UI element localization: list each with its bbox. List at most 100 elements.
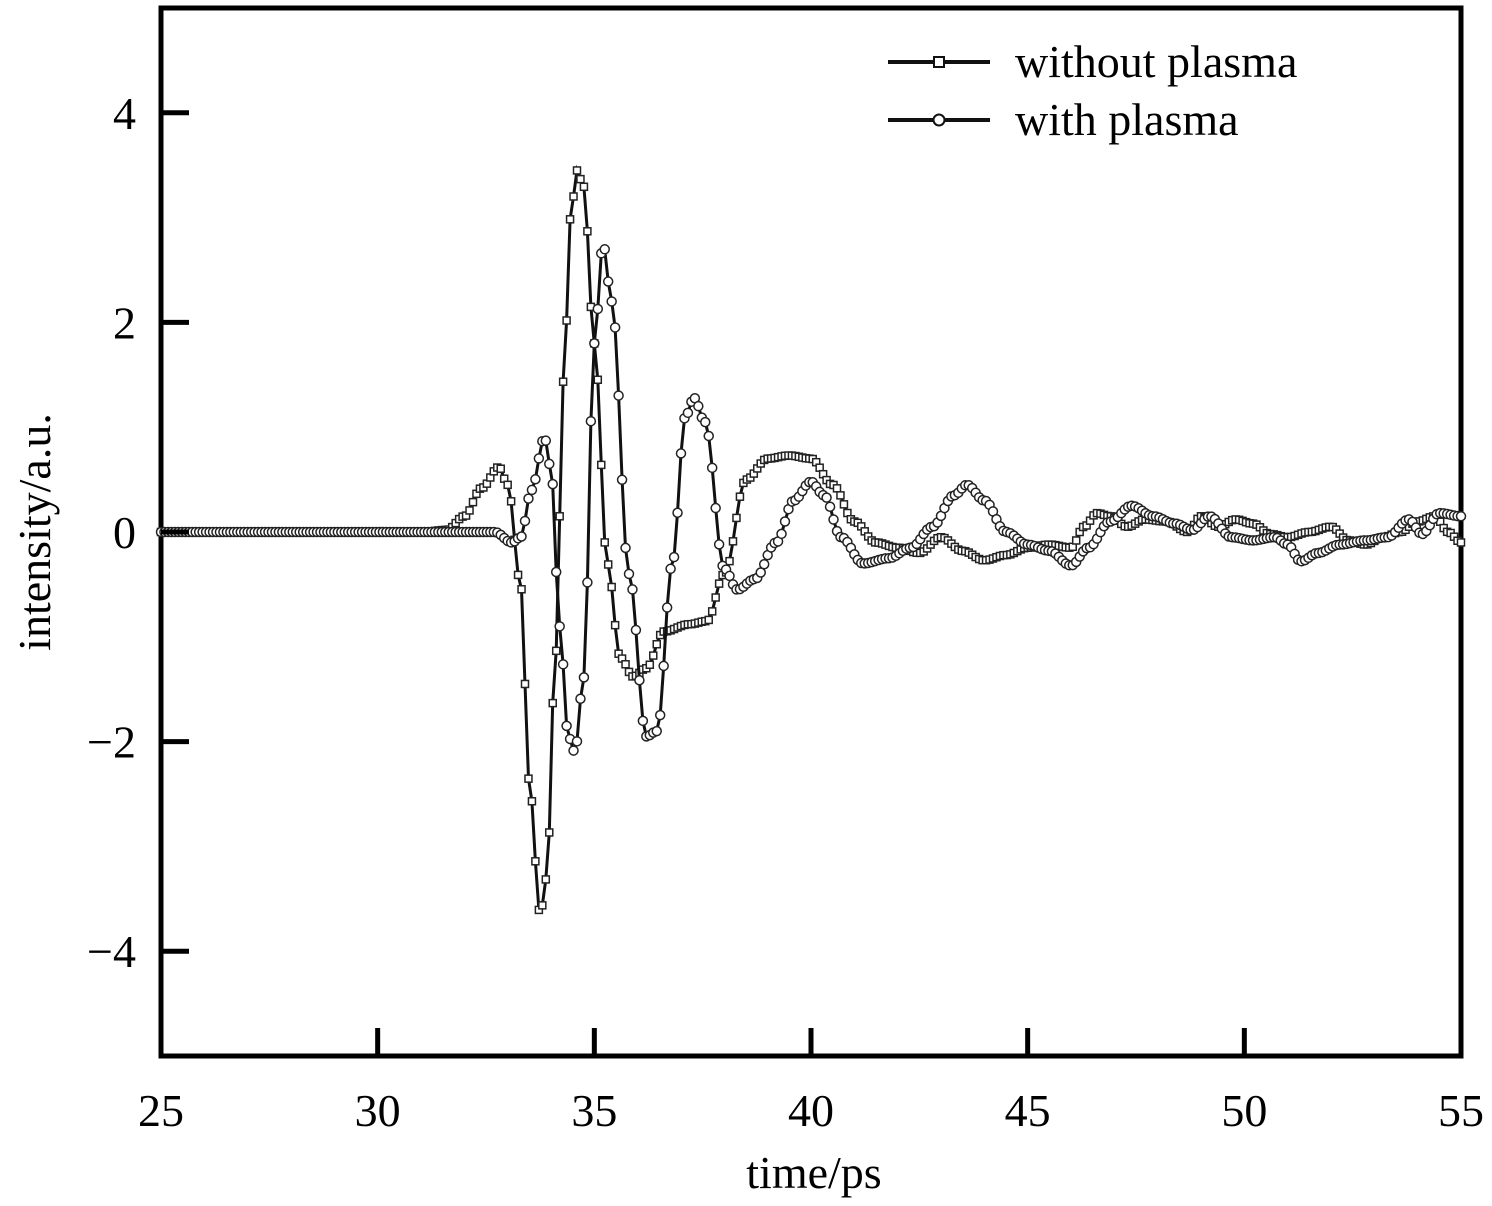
data-point <box>665 563 676 575</box>
data-point <box>693 400 704 412</box>
data-point <box>557 659 569 670</box>
data-point <box>578 672 590 683</box>
x-tick-label: 30 <box>355 1085 401 1136</box>
data-point <box>725 556 734 566</box>
data-point <box>672 507 683 518</box>
data-point <box>710 502 721 514</box>
y-tick-label: −2 <box>87 717 136 768</box>
data-point <box>600 538 609 547</box>
data-point <box>576 174 585 184</box>
data-point <box>565 215 575 224</box>
data-point <box>503 480 512 490</box>
data-point <box>513 570 523 580</box>
data-point <box>526 484 538 496</box>
y-axis-label: intensity/a.u. <box>9 413 60 651</box>
data-point <box>1456 538 1466 547</box>
data-point <box>519 515 531 527</box>
data-point <box>735 492 745 501</box>
data-point <box>700 416 711 428</box>
data-point <box>1455 511 1467 522</box>
data-point <box>668 551 680 563</box>
data-point <box>516 531 527 542</box>
x-tick-label: 35 <box>571 1085 617 1136</box>
data-point <box>706 462 718 474</box>
data-point <box>571 736 583 747</box>
tick-layer: 25 30 35 40 45 50 55 4 2 0 −2 −4 <box>87 88 1484 1136</box>
x-tick-label: 40 <box>788 1085 834 1136</box>
legend-label: with plasma <box>1015 94 1239 145</box>
data-point <box>610 620 620 630</box>
data-point <box>530 474 541 485</box>
data-point <box>630 624 642 636</box>
data-point <box>607 582 616 592</box>
data-point <box>651 725 662 737</box>
data-point <box>572 166 582 175</box>
data-point <box>821 492 832 503</box>
data-point <box>585 415 597 427</box>
data-point <box>839 500 849 509</box>
data-point <box>547 478 558 490</box>
data-point <box>523 493 534 504</box>
data-point <box>517 585 526 594</box>
data-point <box>551 646 561 656</box>
data-point <box>776 528 787 540</box>
data-point <box>541 875 551 884</box>
data-point <box>531 857 540 866</box>
data-point <box>575 693 586 704</box>
data-point <box>832 484 842 493</box>
data-point <box>637 715 649 727</box>
data-point <box>704 615 713 625</box>
data-point <box>603 560 613 569</box>
data-point <box>561 720 572 732</box>
data-point <box>554 621 565 632</box>
y-tick-label: 0 <box>113 507 136 558</box>
x-tick-label: 45 <box>1005 1085 1051 1136</box>
data-point <box>540 435 552 446</box>
data-point <box>779 516 791 527</box>
data-point <box>652 639 661 649</box>
data-point <box>555 512 564 521</box>
data-point <box>468 497 478 507</box>
data-point <box>569 192 578 201</box>
data-point <box>582 577 593 588</box>
data-point <box>558 377 568 386</box>
data-point <box>649 651 658 660</box>
data-point <box>713 539 725 550</box>
data-point <box>465 506 474 515</box>
data-point <box>714 579 724 588</box>
data-point <box>616 474 628 486</box>
data-point <box>589 338 600 349</box>
data-point <box>623 568 635 580</box>
data-point <box>579 182 589 192</box>
data-point <box>654 709 666 721</box>
y-tick-label: 2 <box>113 297 136 348</box>
data-point <box>597 460 606 470</box>
data-point <box>606 296 617 307</box>
data-point <box>836 491 845 500</box>
legend-label: without plasma <box>1015 36 1297 87</box>
data-point <box>562 316 571 325</box>
data-point <box>545 828 554 837</box>
data-point <box>728 537 738 546</box>
data-point <box>602 276 614 287</box>
data-point <box>550 566 562 578</box>
legend: without plasma with plasma <box>888 36 1297 145</box>
series-layer <box>155 164 1467 915</box>
data-point <box>1071 536 1081 545</box>
data-point <box>658 660 669 672</box>
data-point <box>592 303 604 315</box>
data-point <box>707 607 717 616</box>
x-tick-label: 55 <box>1438 1085 1484 1136</box>
y-tick-label: −4 <box>87 926 136 977</box>
y-tick-label: 4 <box>113 88 136 139</box>
data-point <box>609 322 621 333</box>
x-tick-label: 50 <box>1221 1085 1267 1136</box>
data-point <box>661 602 673 613</box>
series-with-plasma <box>155 244 1467 756</box>
data-point <box>711 593 720 602</box>
x-tick-label: 25 <box>138 1085 184 1136</box>
data-point <box>724 570 735 582</box>
data-point <box>732 513 741 523</box>
legend-marker-square <box>933 56 945 68</box>
data-point <box>520 679 530 689</box>
